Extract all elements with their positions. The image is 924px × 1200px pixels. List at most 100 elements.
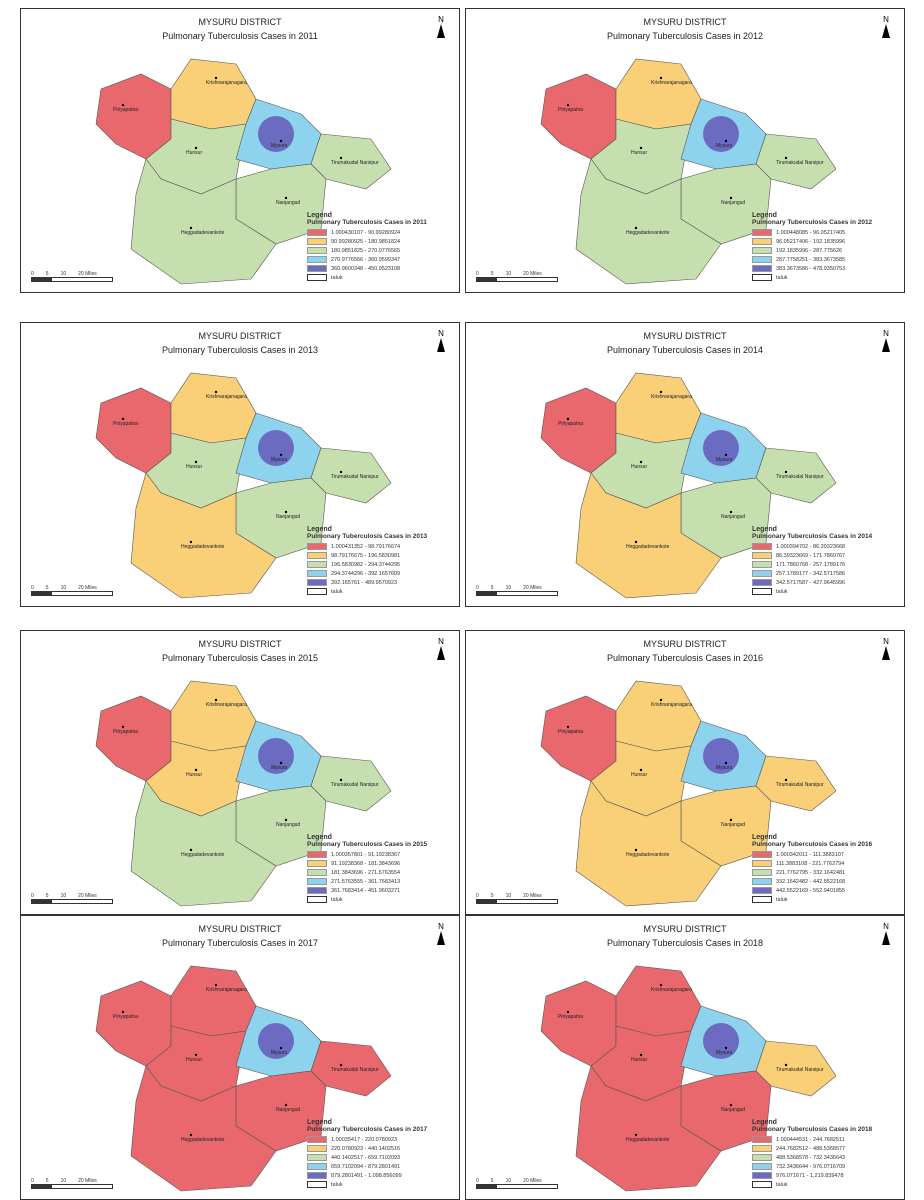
legend-label: 270.9776566 - 360.9599347: [331, 256, 401, 263]
taluk-point: [194, 460, 198, 464]
choropleth-map: Piriyapatna Krishnarajanagara Hunsur Mysuru…: [540, 372, 837, 599]
taluk-1: [170, 372, 257, 444]
map-district-title: MYSURU DISTRICT: [643, 331, 727, 341]
taluk-label: Hunsur: [186, 772, 202, 778]
taluk-label: Nanjangud: [276, 1107, 300, 1113]
legend-item: 1.000430107 - 90.99280924: [307, 228, 447, 237]
legend-item: 221.7762795 - 332.1642481: [752, 868, 892, 877]
taluk-label: Nanjangud: [721, 1107, 745, 1113]
legend-item: 392.165761 - 489.9570923: [307, 578, 447, 587]
legend-swatch: [752, 588, 772, 595]
legend-heading: Legend: [752, 1119, 777, 1126]
taluk-label: Mysuru: [271, 765, 288, 771]
legend-swatch: [752, 851, 772, 858]
taluk-point: [724, 139, 728, 143]
legend-swatch: [307, 247, 327, 254]
legend-swatch: [307, 1136, 327, 1143]
legend-heading: Legend: [307, 212, 332, 219]
legend-swatch: [307, 1181, 327, 1188]
legend-swatch: [307, 869, 327, 876]
north-arrow-icon: N: [882, 329, 890, 352]
taluk-point: [566, 417, 570, 421]
scale-label: 20 Miles: [78, 893, 97, 899]
scale-label: 10: [505, 585, 512, 591]
choropleth-map: Piriyapatna Krishnarajanagara Hunsur Mysuru…: [95, 965, 392, 1192]
taluk-label: Piriyapatna: [558, 421, 583, 427]
legend-swatch: [752, 543, 772, 550]
legend-label: taluk: [776, 1181, 788, 1188]
taluk-point: [784, 778, 788, 782]
taluk-1: [170, 58, 257, 130]
taluk-label: Hunsur: [186, 1057, 202, 1063]
map-district-title: MYSURU DISTRICT: [643, 639, 727, 649]
legend: Legend Pulmonary Tuberculosis Cases in 2…: [307, 1119, 447, 1189]
taluk-label: Heggadadevankote: [626, 1137, 670, 1143]
north-arrow-icon: N: [882, 637, 890, 660]
mysuru-hotspot: [258, 1023, 294, 1059]
legend-subtitle: Pulmonary Tuberculosis Cases in 2016: [752, 841, 873, 848]
scale-bar: 0 5 10 20 Miles: [476, 893, 558, 904]
legend-label: 91.19238368 - 181.3843696: [331, 860, 401, 867]
map-title: Pulmonary Tuberculosis Cases in 2013: [161, 345, 319, 355]
legend-swatch: [307, 561, 327, 568]
legend-label: 361.7683414 - 451.9603271: [331, 887, 401, 894]
scale-bar: 0 5 10 20 Miles: [476, 271, 558, 282]
taluk-0: [540, 980, 617, 1067]
legend-swatch: [752, 570, 772, 577]
legend-label: 488.5368578 - 732.3436643: [776, 1154, 846, 1161]
legend-item: taluk: [752, 895, 892, 904]
map-title: Pulmonary Tuberculosis Cases in 2012: [606, 31, 764, 41]
taluk-point: [339, 470, 343, 474]
legend-item: taluk: [752, 587, 892, 596]
taluk-label: Mysuru: [271, 143, 288, 149]
taluk-label: Piriyapatna: [113, 421, 138, 427]
taluk-label: Mysuru: [716, 143, 733, 149]
legend-label: 1.000342011 - 111.3883107: [776, 851, 844, 858]
taluk-label: Hunsur: [186, 150, 202, 156]
legend-subtitle: Pulmonary Tuberculosis Cases in 2015: [307, 841, 428, 848]
legend-label: 96.05217406 - 192.1835996: [776, 238, 846, 245]
legend-swatch: [752, 247, 772, 254]
taluk-label: Nanjangud: [721, 200, 745, 206]
map-title: Pulmonary Tuberculosis Cases in 2014: [606, 345, 764, 355]
legend-item: 196.5830982 - 294.3744295: [307, 560, 447, 569]
legend-heading: Legend: [752, 212, 777, 219]
legend-item: 98.79176675 - 196.5830981: [307, 551, 447, 560]
choropleth-map: Piriyapatna Krishnarajanagara Hunsur Mysuru…: [95, 58, 392, 285]
map-panel: MYSURU DISTRICT Pulmonary Tuberculosis C…: [20, 322, 460, 607]
legend-swatch: [307, 860, 327, 867]
legend-label: 392.165761 - 489.9570923: [331, 579, 398, 586]
north-arrow-icon: N: [437, 922, 445, 945]
scale-label: 20 Miles: [523, 1178, 542, 1184]
taluk-0: [95, 73, 172, 160]
legend-label: 342.5717587 - 427.9645996: [776, 579, 846, 586]
legend-item: 488.5368578 - 732.3436643: [752, 1153, 892, 1162]
legend-item: 220.0780923 - 440.1402516: [307, 1144, 447, 1153]
legend-label: 257.1789177 - 342.5717586: [776, 570, 846, 577]
map-panel: MYSURU DISTRICT Pulmonary Tuberculosis C…: [20, 915, 460, 1200]
legend-swatch: [752, 1145, 772, 1152]
legend-swatch: [307, 552, 327, 559]
legend-item: 171.7860768 - 257.1789176: [752, 560, 892, 569]
scale-label: 0: [31, 585, 34, 591]
taluk-point: [214, 698, 218, 702]
taluk-label: Hunsur: [186, 464, 202, 470]
legend-label: 976.071671 - 1,219.839478: [776, 1172, 844, 1179]
taluk-point: [214, 390, 218, 394]
taluk-label: Heggadadevankote: [626, 544, 670, 550]
scale-label: 5: [490, 893, 494, 899]
taluk-6: [575, 780, 722, 907]
taluk-point: [634, 226, 638, 230]
taluk-point: [639, 460, 643, 464]
legend-item: 181.3843696 - 271.5763554: [307, 868, 447, 877]
taluk-label: Hunsur: [631, 150, 647, 156]
legend-item: 86.39323669 - 171.7860767: [752, 551, 892, 560]
legend-label: 196.5830982 - 294.3744295: [331, 561, 401, 568]
taluk-label: Mysuru: [271, 457, 288, 463]
legend-subtitle: Pulmonary Tuberculosis Cases in 2014: [752, 533, 873, 540]
legend-item: 1.000342011 - 111.3883107: [752, 850, 892, 859]
legend-label: 1.000448085 - 96.05217405: [776, 229, 846, 236]
taluk-label: Tirumakudal Narsipur: [776, 1067, 824, 1073]
legend-label: 1.000357801 - 91.19238367: [331, 851, 401, 858]
scale-label: 10: [505, 271, 512, 277]
